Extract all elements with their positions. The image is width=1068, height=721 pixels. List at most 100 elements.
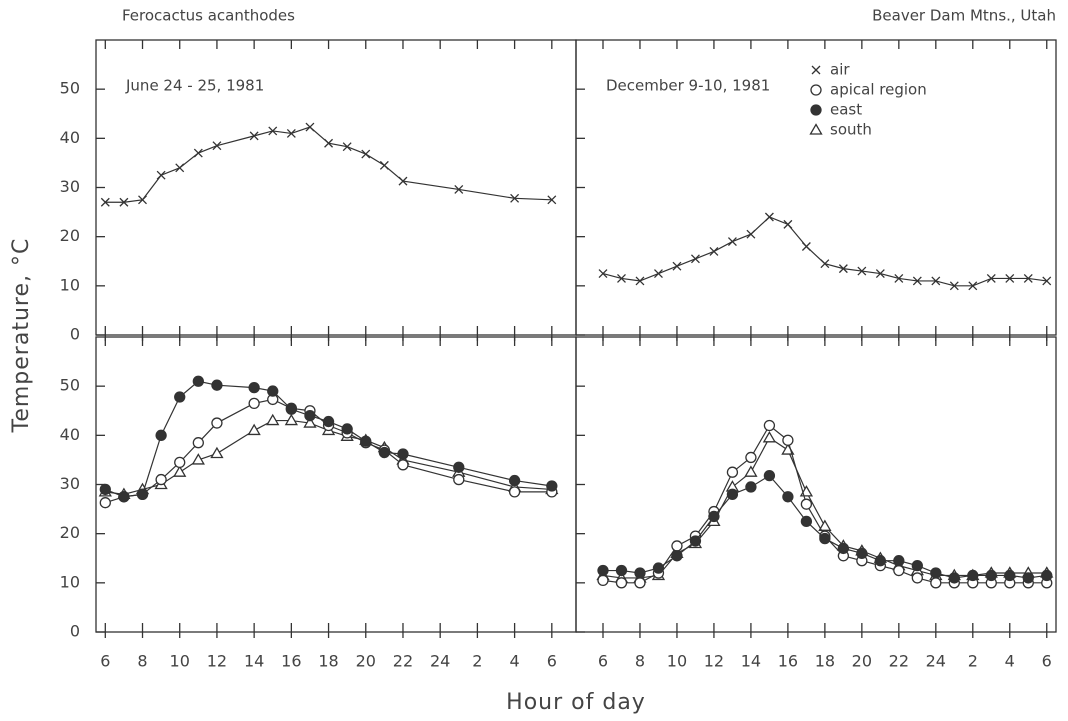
marker-circle [782,434,794,446]
marker-x-stroke [547,195,557,205]
marker-circle [192,437,204,449]
panel-annotation: June 24 - 25, 1981 [125,77,264,95]
marker-circle [174,391,186,403]
marker-filled-circle [397,448,409,460]
marker-filled-circle [708,510,720,523]
marker-triangle [210,446,224,459]
marker-x [268,126,278,136]
marker-circle [508,474,521,487]
x-tick-label: 8 [635,652,645,671]
marker-circle [397,459,409,471]
marker-filled-circle [948,572,960,584]
marker-filled-circle [874,555,886,567]
marker-circle [211,379,223,391]
marker-x-stroke [746,229,756,239]
marker-filled-circle [856,547,868,559]
marker-circle [634,567,646,579]
marker-x [746,229,756,239]
marker-circle [174,456,186,469]
marker-triangle [762,430,777,443]
marker-x [727,237,737,247]
marker-filled-circle [341,423,353,435]
marker-x-stroke [249,131,259,141]
marker-x [249,131,259,141]
legend-label: apical region [830,81,927,99]
marker-circle [967,569,979,582]
marker-x [119,197,129,207]
marker-x-stroke [949,281,959,291]
marker-x-stroke [838,264,848,274]
y-tick-label: 50 [60,376,80,395]
marker-circle [671,540,683,552]
marker-x [138,195,147,205]
x-tick-label: 20 [356,652,376,671]
marker-x-stroke [598,269,608,279]
marker-x [764,212,774,222]
marker-circle [378,446,391,459]
y-tick-label: 0 [70,325,80,344]
marker-circle [911,559,923,572]
y-tick-label: 30 [60,177,80,196]
marker-filled-circle [136,488,149,500]
marker-x [617,273,626,283]
marker-circle [763,469,776,482]
x-tick-label: 2 [968,652,978,671]
marker-open-circle [930,577,942,589]
marker-circle [546,480,558,492]
marker-x-stroke [857,266,867,276]
marker-triangle [173,465,187,477]
marker-x-stroke [119,197,129,207]
x-tick-label: 4 [1005,652,1015,671]
marker-open-circle [453,473,465,486]
marker-circle [810,84,822,96]
marker-open-circle [800,498,813,510]
marker-x [510,193,520,203]
x-axis-label: Hour of day [506,690,646,715]
marker-circle [99,483,111,496]
marker-circle [118,491,130,503]
x-tick-label: 6 [100,652,110,671]
y-tick-label: 30 [60,474,80,493]
marker-triangle [818,519,832,531]
x-tick-label: 6 [547,652,557,671]
marker-x-stroke [931,276,941,286]
y-tick-label: 0 [70,622,80,641]
marker-circle [597,564,609,577]
marker-filled-circle [1041,569,1053,582]
marker-x [894,273,904,283]
marker-circle [810,104,822,116]
marker-filled-circle [819,532,831,545]
marker-x-stroke [398,176,408,186]
marker-circle [948,572,960,584]
x-tick-label: 10 [667,652,687,671]
marker-x [820,259,830,269]
marker-x [286,128,296,138]
marker-x [931,276,941,286]
marker-filled-circle [893,555,905,567]
marker-filled-circle [615,564,628,577]
marker-filled-circle [248,381,260,394]
series-line [105,126,552,203]
marker-x [175,163,185,173]
marker-open-circle [192,437,204,449]
marker-circle [597,574,609,587]
marker-filled-circle [689,535,702,547]
x-tick-label: 20 [852,652,872,671]
x-tick-label: 24 [430,652,450,671]
figure-title: Ferocactus acanthodes [122,7,295,25]
marker-x-stroke [305,122,315,132]
x-tick-label: 6 [1042,652,1052,671]
marker-circle [615,564,628,577]
marker-x [801,242,811,251]
marker-x-stroke [764,212,774,222]
marker-x [342,142,352,152]
marker-circle [99,497,111,509]
series-line [602,216,1047,287]
marker-filled-circle [99,483,111,496]
marker-filled-circle [546,480,558,492]
marker-x [454,185,464,194]
marker-filled-circle [726,488,739,500]
x-tick-label: 22 [889,652,909,671]
marker-x [857,266,867,276]
marker-circle [634,577,646,589]
